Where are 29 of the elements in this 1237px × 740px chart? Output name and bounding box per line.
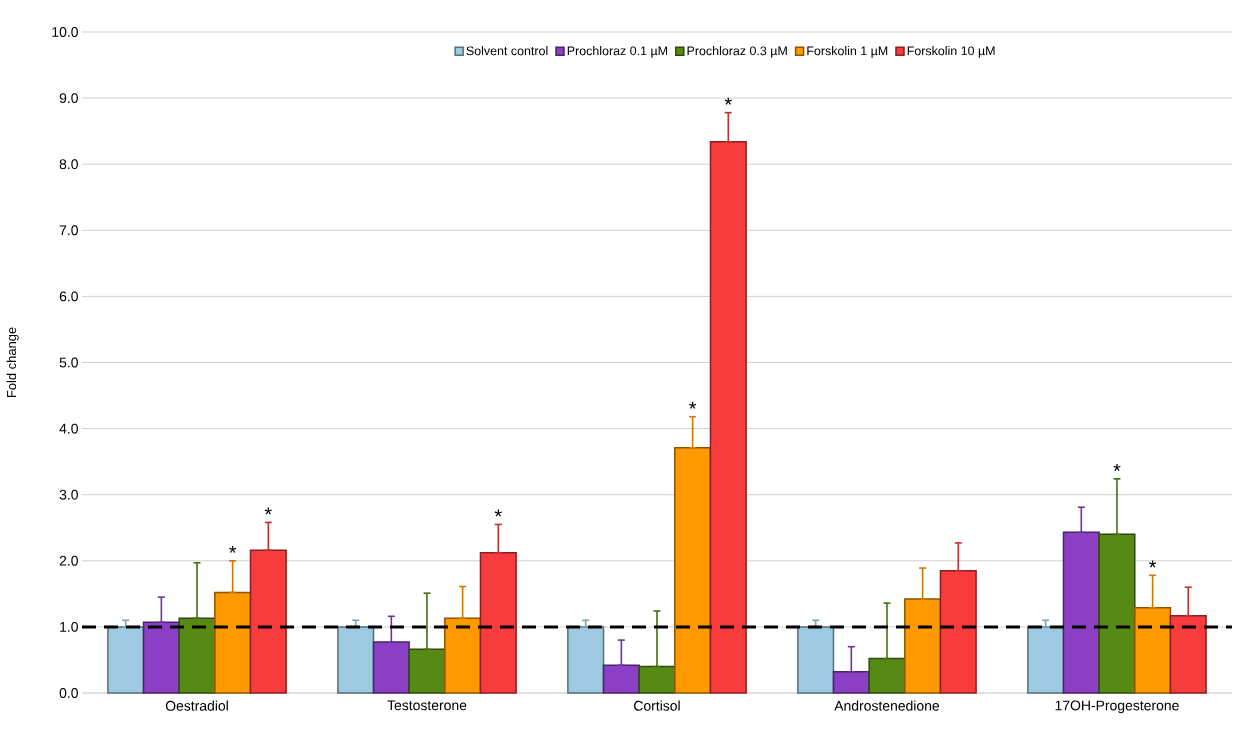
y-tick-label: 10.0 [52,27,78,37]
data-label: * [1113,463,1121,471]
data-label: * [724,97,732,105]
data-label: * [229,545,237,553]
legend-label: Forskolin 10 µM [907,46,995,58]
legend-label: Solvent control [466,46,548,56]
y-tick-label: 6.0 [59,291,78,302]
legend-label: Prochloraz 0.1 µM [567,46,668,58]
y-tick-label: 5.0 [59,357,78,368]
y-tick-label: 8.0 [59,159,78,170]
y-axis-title: Fold change [6,327,19,398]
data-label: * [689,401,697,409]
legend-label: Forskolin 1 µM [807,46,888,58]
y-tick-label: 0.0 [59,688,78,698]
x-tick-label: Androstenedione [834,700,940,711]
x-tick-label: 17OH-Progesterone [1055,700,1179,714]
x-tick-label: Testosterone [387,700,467,711]
y-tick-label: 2.0 [59,555,78,566]
y-tick-label: 7.0 [59,225,78,236]
y-tick-label: 1.0 [60,621,78,632]
y-tick-label: 3.0 [59,489,78,500]
data-label: * [1149,560,1157,568]
data-label: * [264,507,272,515]
x-tick-label: Oestradiol [165,700,228,711]
legend-label: Prochloraz 0.3 µM [687,46,787,58]
x-tick-label: Cortisol [634,700,680,711]
y-tick-label: 9.0 [59,93,78,104]
data-label: * [494,509,502,517]
y-tick-label: 4.0 [59,423,78,434]
